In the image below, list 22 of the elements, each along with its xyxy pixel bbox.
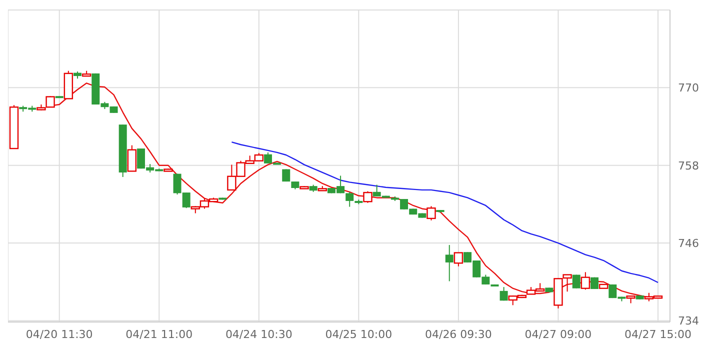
x-tick-label: 04/27 15:00 [624, 328, 692, 341]
x-tick-label: 04/24 10:30 [225, 328, 292, 341]
candlestick [454, 252, 464, 267]
candlestick [445, 244, 454, 282]
candlestick [580, 272, 590, 290]
x-tick-label: 04/21 11:00 [126, 328, 193, 341]
y-tick-label: 758 [678, 159, 699, 172]
candlestick [346, 191, 354, 208]
y-tick-label: 746 [678, 236, 699, 250]
candlestick [500, 286, 508, 302]
line-series [231, 141, 659, 284]
candlestick [363, 190, 372, 204]
y-tick-label: 734 [678, 314, 699, 328]
x-tick-label: 04/27 09:00 [524, 328, 592, 341]
x-tick-label: 04/20 11:30 [26, 328, 93, 341]
candlestick [282, 168, 290, 182]
candlestick [127, 144, 137, 172]
y-tick-label: 770 [678, 82, 699, 95]
x-tick-label: 04/25 10:00 [325, 328, 392, 341]
x-tick-label: 04/26 09:30 [425, 328, 492, 341]
candlestick [426, 206, 436, 221]
candlestick [572, 274, 580, 289]
